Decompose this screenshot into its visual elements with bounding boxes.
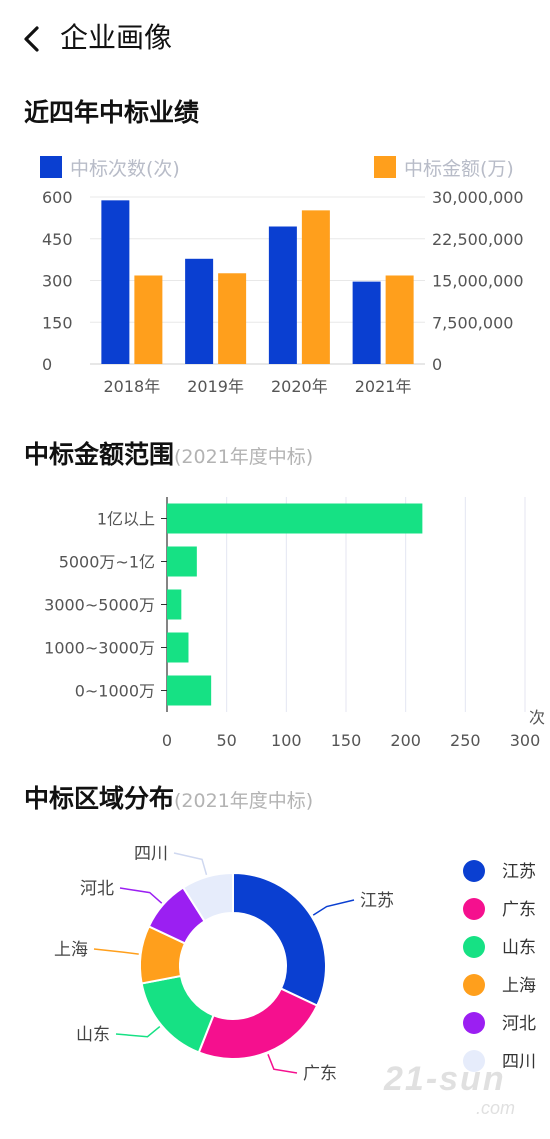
section-title-amount-range: 中标金额范围(2021年度中标): [24, 438, 313, 474]
y-tick-label: 3000~5000万: [44, 596, 155, 615]
bar-amount: [301, 210, 330, 364]
bar-amount: [385, 275, 414, 364]
y-left-tick: 600: [42, 188, 73, 207]
y-right-tick: 7,500,000: [432, 313, 513, 332]
donut-slice-6: [181, 871, 234, 923]
legend-label: 河北: [502, 1014, 536, 1034]
bar-count: [268, 226, 297, 364]
legend-dot-2: [463, 898, 485, 920]
leader-line: [93, 948, 139, 955]
region-title: 中标区域分布: [24, 784, 175, 813]
leader-line: [115, 1025, 161, 1038]
y-right-tick: 0: [432, 355, 442, 374]
bar-count: [101, 200, 130, 364]
leader-line: [267, 1054, 298, 1074]
bar: [167, 632, 189, 663]
legend-label-2: 中标金额(万): [404, 158, 514, 180]
bar: [167, 675, 212, 706]
leader-line: [312, 899, 355, 916]
slice-label: 河北: [80, 879, 114, 899]
y-right-tick: 30,000,000: [432, 188, 524, 207]
y-right-tick: 15,000,000: [432, 272, 524, 291]
legend-dot-5: [463, 1012, 485, 1034]
legend-swatch-1: [40, 156, 62, 178]
y-tick-label: 1000~3000万: [44, 639, 155, 658]
legend-label: 四川: [502, 1052, 536, 1072]
chevron-left-icon: [24, 26, 39, 52]
x-tick-label: 2019年: [187, 377, 244, 396]
page-title: 企业画像: [60, 21, 173, 54]
x-tick-label: 250: [450, 731, 481, 750]
x-tick-label: 100: [271, 731, 302, 750]
amount-range-title: 中标金额范围: [24, 440, 175, 469]
legend-dot-1: [463, 860, 485, 882]
x-tick-label: 300: [510, 731, 541, 750]
app-header: 企业画像: [0, 0, 550, 80]
x-tick-label: 200: [390, 731, 421, 750]
amount-range-subtitle: (2021年度中标): [174, 446, 314, 468]
region-subtitle: (2021年度中标): [174, 790, 314, 812]
slice-label: 上海: [54, 940, 88, 960]
performance-bar-chart: 中标次数(次) 中标金额(万) 600 30,000,000 450 22,500,000…: [40, 156, 524, 396]
y-tick-label: 5000万~1亿: [59, 553, 155, 572]
section-title-region: 中标区域分布(2021年度中标): [24, 782, 313, 818]
legend-label: 江苏: [502, 862, 536, 882]
amount-range-bar-chart: 0 50 100 150 200 250 300 次 1亿以上 5000万~1亿 3000~5000…: [44, 497, 545, 750]
bar: [167, 503, 423, 534]
y-right-tick: 22,500,000: [432, 230, 524, 249]
y-left-tick: 450: [42, 230, 73, 249]
legend-swatch-2: [374, 156, 396, 178]
bar-amount: [218, 273, 247, 364]
x-tick-label: 2021年: [355, 377, 412, 396]
x-unit-label: 次: [529, 708, 545, 727]
slice-label: 四川: [134, 844, 168, 864]
donut-slice-2: [197, 987, 319, 1060]
x-tick-label: 150: [331, 731, 362, 750]
legend-label: 广东: [502, 900, 536, 920]
slice-label: 江苏: [360, 891, 394, 911]
watermark-logo: 21-sun .com: [384, 1060, 516, 1118]
back-button[interactable]: [18, 22, 48, 56]
x-tick-label: 0: [162, 731, 172, 750]
bar-count: [352, 281, 381, 364]
y-tick-label: 0~1000万: [75, 682, 155, 701]
legend-dot-6: [463, 1050, 485, 1072]
leader-line: [173, 852, 208, 875]
y-tick-label: 1亿以上: [97, 510, 155, 529]
donut-slice-3: [140, 974, 215, 1054]
leader-line: [119, 887, 163, 904]
bar: [167, 546, 197, 577]
legend-label: 上海: [502, 976, 536, 996]
bar-amount: [134, 275, 163, 364]
legend-label: 山东: [502, 938, 536, 958]
legend-dot-4: [463, 974, 485, 996]
donut-slice-1: [232, 871, 327, 1007]
bar: [167, 589, 182, 620]
x-tick-label: 2018年: [104, 377, 161, 396]
x-tick-label: 50: [216, 731, 236, 750]
legend-label-1: 中标次数(次): [70, 158, 180, 180]
section-title-performance: 近四年中标业绩: [24, 98, 200, 127]
x-tick-label: 2020年: [271, 377, 328, 396]
legend-dot-3: [463, 936, 485, 958]
y-left-tick: 150: [42, 313, 73, 332]
y-left-tick: 300: [42, 272, 73, 291]
slice-label: 山东: [76, 1025, 110, 1045]
y-left-tick: 0: [42, 355, 52, 374]
bar-count: [185, 258, 214, 364]
slice-label: 广东: [303, 1064, 337, 1084]
